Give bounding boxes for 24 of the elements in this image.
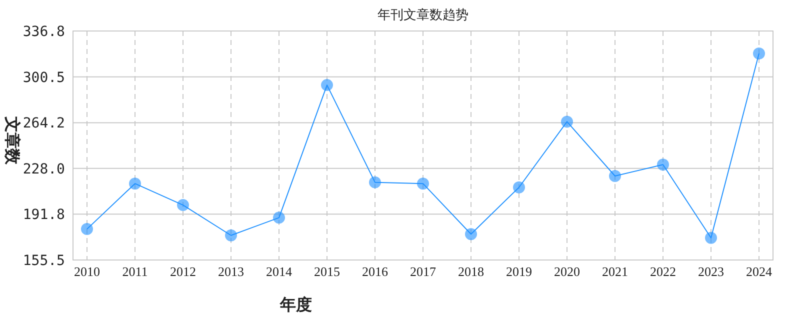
x-tick-label: 2013 — [218, 264, 244, 279]
x-tick-label: 2018 — [458, 264, 484, 279]
y-tick-label: 336.8 — [22, 24, 65, 40]
x-tick-label: 2014 — [266, 264, 292, 279]
x-tick-label: 2010 — [74, 264, 100, 279]
x-tick-label: 2011 — [122, 264, 148, 279]
y-tick-label: 155.5 — [22, 253, 65, 269]
x-tick-label: 2020 — [554, 264, 580, 279]
x-tick-label: 2021 — [602, 264, 628, 279]
chart-title: 年刊文章数趋势 — [378, 7, 468, 22]
x-tick-label: 2016 — [362, 264, 388, 279]
x-tick-label: 2024 — [746, 264, 772, 279]
y-tick-label: 191.8 — [22, 207, 65, 224]
x-tick-label: 2015 — [314, 264, 340, 279]
x-tick-label: 2022 — [650, 264, 676, 279]
y-axis-title: 文章数 — [3, 116, 21, 166]
x-tick-label: 2019 — [506, 264, 532, 279]
x-tick-label: 2012 — [170, 264, 196, 279]
y-tick-label: 300.5 — [22, 70, 65, 86]
y-tick-label: 264.2 — [22, 116, 65, 132]
y-tick-label: 228.0 — [22, 161, 65, 178]
x-tick-label: 2023 — [698, 264, 724, 279]
x-axis-title: 年度 — [279, 295, 312, 314]
x-tick-label: 2017 — [410, 264, 436, 279]
